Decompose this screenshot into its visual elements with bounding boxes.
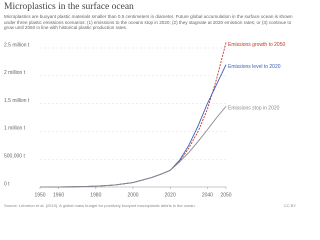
y-tick-label: 2.5 million t bbox=[4, 42, 30, 48]
series-line bbox=[39, 64, 227, 188]
series-line bbox=[39, 106, 227, 188]
series-label: Emissions growth to 2050 bbox=[228, 42, 285, 48]
chart-title: Microplastics in the surface ocean bbox=[4, 2, 134, 12]
x-tick-label: 1950 bbox=[34, 192, 45, 198]
y-tick-label: 1 million t bbox=[4, 126, 26, 132]
y-tick-label: 0 t bbox=[4, 181, 10, 187]
y-tick-label: 2 million t bbox=[4, 70, 26, 76]
license: CC BY bbox=[283, 203, 296, 208]
chart: 0 t 500,000 t 1 million t 1.5 million t 2 mi… bbox=[4, 42, 285, 199]
series-label: Emissions stop in 2020 bbox=[228, 106, 280, 112]
chart-subtitle: Microplastics are buoyant plastic materi… bbox=[4, 14, 293, 31]
y-tick-label: 500,000 t bbox=[4, 154, 25, 160]
x-tick-label: 2040 bbox=[202, 192, 213, 198]
y-tick-label: 1.5 million t bbox=[4, 98, 30, 104]
x-tick-label: 2000 bbox=[127, 192, 138, 198]
series-label: Emissions level to 2020 bbox=[228, 64, 281, 70]
x-tick-label: 2020 bbox=[165, 192, 176, 198]
x-tick-label: 1980 bbox=[90, 192, 101, 198]
x-tick-label: 2050 bbox=[220, 192, 231, 198]
page: {"chart_data": {"type": "line", "title":… bbox=[4, 2, 296, 208]
series-line bbox=[39, 42, 227, 188]
source-note: Source: Lebreton et al. (2019). A global… bbox=[4, 203, 196, 208]
x-tick-label: 1960 bbox=[53, 192, 64, 198]
